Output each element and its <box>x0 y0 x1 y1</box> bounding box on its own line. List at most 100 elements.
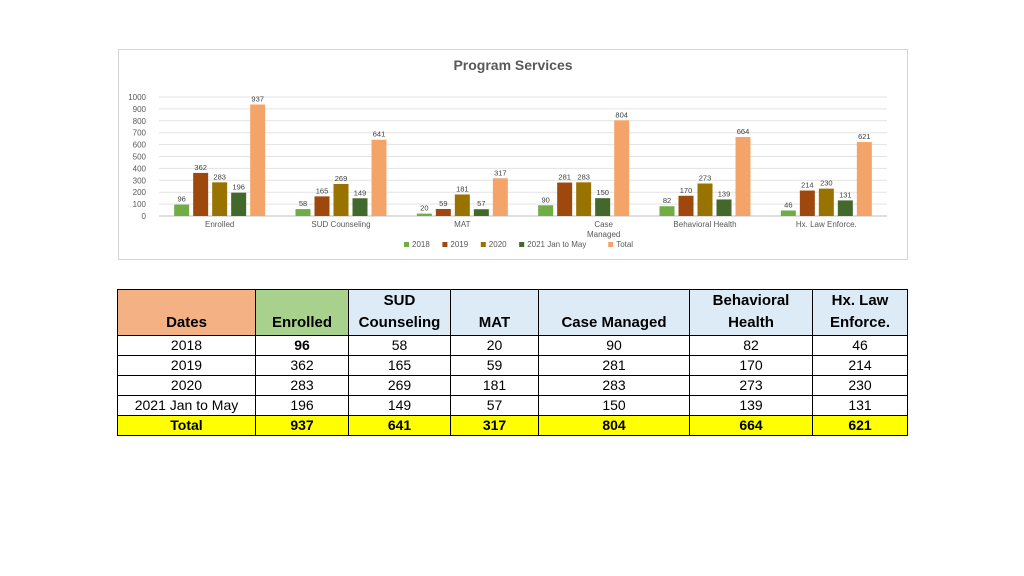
data-label: 181 <box>456 184 469 193</box>
bar <box>352 198 368 216</box>
chart-title: Program Services <box>453 57 572 73</box>
cell-behavioral-health: 82 <box>689 335 813 356</box>
header-behavioral-health: Behavioral Health <box>689 289 813 336</box>
data-label: 664 <box>737 127 750 136</box>
bar <box>716 199 732 216</box>
bar <box>614 120 630 216</box>
x-tick-label: MAT <box>454 220 470 229</box>
cell-sud-counseling: 165 <box>348 355 451 376</box>
cell-hx-law-enforce: 131 <box>812 395 908 416</box>
cell-total-label: Total <box>117 415 256 436</box>
data-label: 804 <box>615 110 628 119</box>
cell-total-behavioral-health: 664 <box>689 415 813 436</box>
table-row: 2020 283 269 181 283 273 230 <box>117 375 908 396</box>
data-label: 46 <box>784 201 792 210</box>
cell-case-managed: 283 <box>538 375 690 396</box>
bar <box>697 183 713 216</box>
data-label: 281 <box>558 173 571 182</box>
data-label: 317 <box>494 168 507 177</box>
data-label: 283 <box>577 172 590 181</box>
cell-case-managed: 90 <box>538 335 690 356</box>
data-label: 362 <box>194 163 207 172</box>
header-hx-law-enforce: Hx. Law Enforce. <box>812 289 908 336</box>
cell-date: 2021 Jan to May <box>117 395 256 416</box>
x-tick-label: Case <box>594 220 613 229</box>
bar <box>799 190 815 216</box>
legend-label: 2021 Jan to May <box>527 240 586 249</box>
x-tick-label: Behavioral Health <box>673 220 736 229</box>
cell-behavioral-health: 170 <box>689 355 813 376</box>
data-label: 90 <box>541 195 549 204</box>
cell-sud-counseling: 269 <box>348 375 451 396</box>
cell-enrolled: 96 <box>255 335 349 356</box>
data-label: 165 <box>316 186 329 195</box>
cell-hx-law-enforce: 230 <box>812 375 908 396</box>
y-tick-label: 600 <box>133 141 147 150</box>
cell-mat: 181 <box>450 375 539 396</box>
table-row: 2018 96 58 20 90 82 46 <box>117 335 908 356</box>
cell-total-mat: 317 <box>450 415 539 436</box>
y-tick-label: 1000 <box>128 93 146 102</box>
data-label: 82 <box>663 196 671 205</box>
bar <box>678 195 694 216</box>
data-label: 196 <box>232 183 245 192</box>
bar-chart: Program Services 0 100 200 300 400 500 600 700 80… <box>128 57 887 249</box>
data-label: 96 <box>177 195 185 204</box>
cell-date: 2019 <box>117 355 256 376</box>
bar <box>492 178 508 216</box>
cell-sud-counseling: 149 <box>348 395 451 416</box>
header-mat: MAT <box>450 289 539 336</box>
bar <box>212 182 228 216</box>
data-label: 150 <box>596 188 609 197</box>
header-sud-counseling: SUD Counseling <box>348 289 451 336</box>
total-row: Total 937 641 317 804 664 621 <box>117 415 908 436</box>
bar <box>454 194 470 216</box>
legend-label: 2018 <box>412 240 430 249</box>
bar <box>435 208 451 216</box>
data-label: 621 <box>858 132 871 141</box>
cell-mat: 59 <box>450 355 539 376</box>
cell-date: 2018 <box>117 335 256 356</box>
y-tick-label: 200 <box>133 188 147 197</box>
x-tick-label: Managed <box>587 230 620 239</box>
header-enrolled: Enrolled <box>255 289 349 336</box>
bar <box>659 206 675 216</box>
data-label: 214 <box>801 181 814 190</box>
data-label: 641 <box>373 130 386 139</box>
data-table: Dates Enrolled SUD Counseling MAT Case M… <box>117 289 908 436</box>
cell-enrolled: 283 <box>255 375 349 396</box>
bar <box>174 204 190 216</box>
legend-label: Total <box>616 240 633 249</box>
cell-hx-law-enforce: 46 <box>812 335 908 356</box>
legend-swatch <box>519 242 525 247</box>
cell-total-case-managed: 804 <box>538 415 690 436</box>
legend-swatch <box>608 242 614 247</box>
legend-label: 2019 <box>450 240 468 249</box>
cell-case-managed: 150 <box>538 395 690 416</box>
y-tick-label: 400 <box>133 164 147 173</box>
bar <box>473 209 489 216</box>
chart-container: Program Services 0 100 200 300 400 500 600 700 80… <box>118 49 908 260</box>
cell-total-sud-counseling: 641 <box>348 415 451 436</box>
legend-swatch <box>442 242 448 247</box>
cell-mat: 57 <box>450 395 539 416</box>
bar <box>295 209 311 216</box>
bar <box>837 200 853 216</box>
y-tick-label: 300 <box>133 176 147 185</box>
data-label: 20 <box>420 204 428 213</box>
bar <box>250 104 266 216</box>
bar <box>557 182 573 216</box>
cell-total-enrolled: 937 <box>255 415 349 436</box>
header-row: Dates Enrolled SUD Counseling MAT Case M… <box>117 289 908 336</box>
y-tick-label: 500 <box>133 153 147 162</box>
data-label: 170 <box>680 186 693 195</box>
bar <box>735 136 751 216</box>
bar <box>780 210 796 216</box>
data-label: 58 <box>299 199 307 208</box>
data-label: 269 <box>335 174 348 183</box>
data-label: 139 <box>718 189 731 198</box>
cell-date: 2020 <box>117 375 256 396</box>
legend-swatch <box>404 242 409 247</box>
bar <box>416 213 432 216</box>
data-label: 283 <box>213 172 226 181</box>
